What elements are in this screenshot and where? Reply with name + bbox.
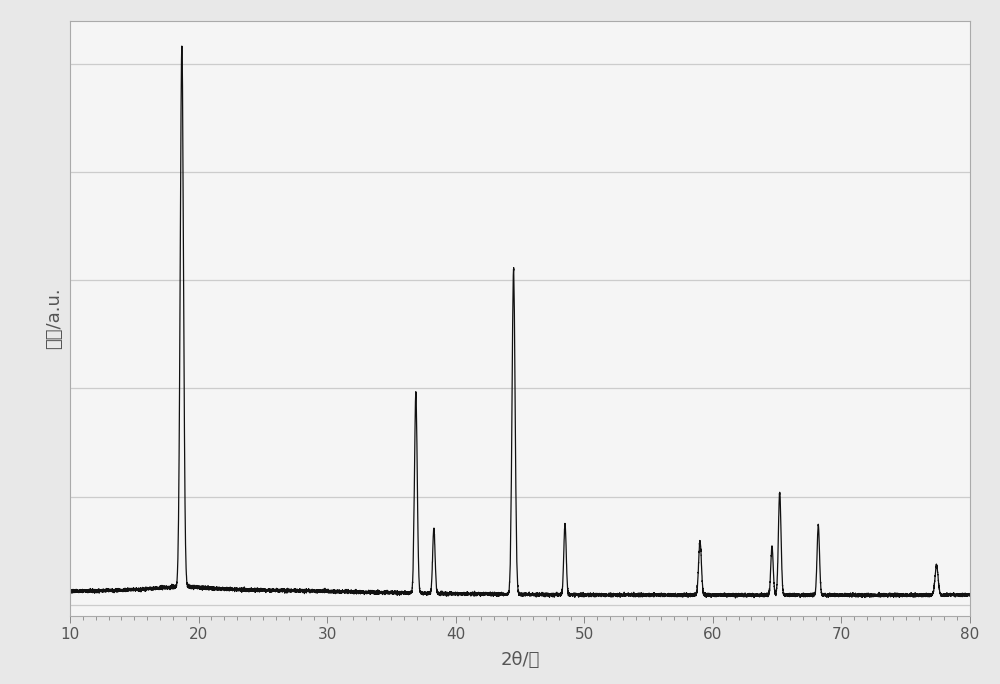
X-axis label: 2θ/度: 2θ/度 — [500, 650, 540, 669]
Y-axis label: 强度/a.u.: 强度/a.u. — [45, 287, 63, 349]
